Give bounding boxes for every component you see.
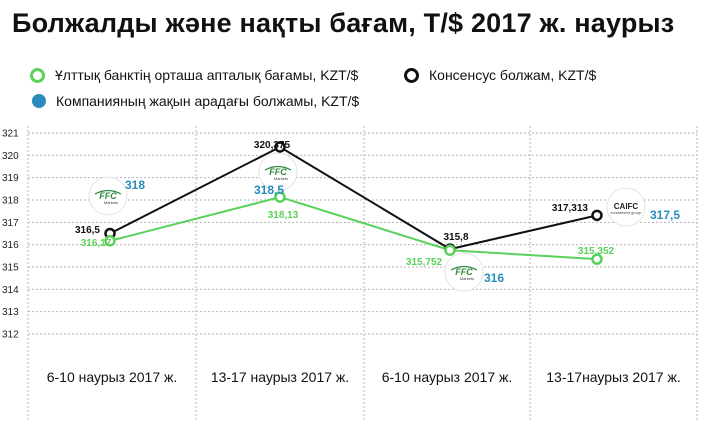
y-tick-label-319: 319 [2,173,19,184]
x-axis-categories: 6-10 наурыз 2017 ж. 13-17 наурыз 2017 ж. 6… [47,369,681,385]
y-axis-ticks: 312 313 314 315 316 317 318 319 320 321 [2,129,19,341]
series-lines [109,145,598,261]
logo-subtext: Markets [460,276,474,281]
series-line-black [109,145,598,251]
logo-circle [88,176,128,216]
y-tick-label-320: 320 [2,151,19,162]
logo-text: FFC [99,191,117,201]
data-label-blue: 317,5 [650,208,680,222]
logo-circle [606,187,646,227]
y-tick-label-312: 312 [2,330,19,341]
data-label-green: 315,352 [578,246,615,257]
x-category-label: 13-17наурыз 2017 ж. [546,369,680,385]
data-label-blue: 316 [484,271,504,285]
legend-marker-green [30,67,45,83]
x-category-label: 6-10 наурыз 2017 ж. [47,369,178,385]
data-label-black: 320,375 [254,140,291,151]
logo-text: FFC [269,167,287,177]
x-category-label: 13-17 наурыз 2017 ж. [211,369,349,385]
logo-circle [444,252,484,292]
logo-subtext: Markets [104,200,118,205]
logo-subtext: investment group [611,210,642,215]
logo-subtext: Markets [274,176,288,181]
data-point-green [104,235,116,247]
data-label-blue: 318 [125,178,145,192]
legend-marker-black [404,67,419,83]
legend-marker-blue [32,94,46,108]
y-tick-label-316: 316 [2,240,19,251]
legend-item-blue: Компанияның жақын арадағы болжамы, KZT/$ [32,93,359,109]
logo-swoosh [450,265,478,271]
data-label-green: 315,752 [406,257,443,268]
data-point-green [444,244,456,256]
y-tick-label-317: 317 [2,218,19,229]
data-label-black: 315,8 [443,232,468,243]
legend-item-black: Консенсус болжам, KZT/$ [404,67,596,83]
data-label-blue: 318,5 [254,183,284,197]
legend-label-blue: Компанияның жақын арадағы болжамы, KZT/$ [56,93,360,109]
data-label-green: 316,17 [81,238,112,249]
x-category-label: 6-10 наурыз 2017 ж. [382,369,513,385]
legend-label-green: Ұлттық банктің орташа апталық бағамы, KZ… [55,67,359,83]
series-line-green [109,196,598,261]
logo-text: CAIFC [614,202,639,211]
legend-item-green: Ұлттық банктің орташа апталық бағамы, KZ… [30,67,358,83]
data-point-green [274,191,286,203]
chart-title: Болжалды және нақты бағам, Т/$ 2017 ж. н… [12,8,675,38]
data-point-black [274,141,286,153]
y-tick-label-315: 315 [2,263,19,274]
data-labels: 318 318,5 316 317,5 316,5 320,375 315,8 317,313… [75,140,680,285]
legend-label-black: Консенсус болжам, KZT/$ [429,67,597,83]
logo-swoosh [264,165,292,171]
logo-circle [258,152,298,192]
logo-text: FFC [455,267,473,277]
data-point-black [591,209,603,222]
y-tick-label-321: 321 [2,129,19,140]
company-logos: FFCMarketsFFCMarketsFFCMarketsCAIFCinves… [88,152,646,292]
data-label-black: 316,5 [75,225,100,236]
y-tick-label-314: 314 [2,285,19,296]
grid [27,126,698,420]
data-label-green: 318,13 [268,210,299,221]
y-tick-label-313: 313 [2,307,19,318]
logo-swoosh [94,189,122,195]
data-label-black: 317,313 [552,203,589,214]
data-point-green [591,253,603,265]
series-points [104,141,603,265]
y-tick-label-318: 318 [2,196,19,207]
